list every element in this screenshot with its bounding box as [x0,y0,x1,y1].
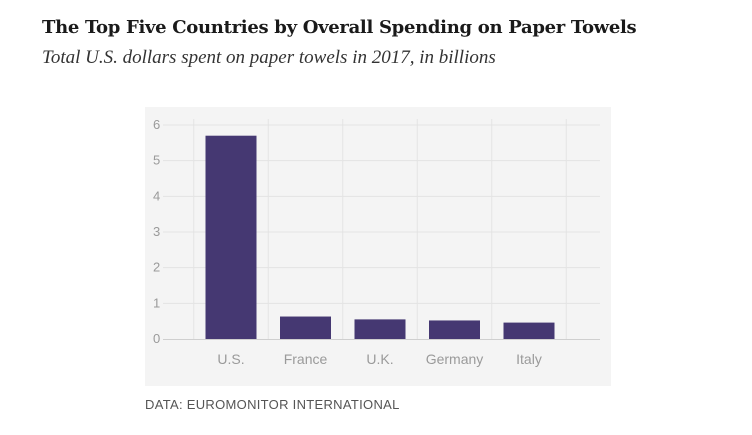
x-tick-label: France [284,351,328,367]
y-tick-label: 1 [153,295,160,310]
x-tick-label: Italy [516,351,542,367]
x-tick-label: Germany [426,351,484,367]
y-tick-label: 0 [153,331,160,346]
y-tick-label: 4 [153,188,160,203]
y-tick-label: 6 [153,117,160,132]
bar-italy [503,322,555,339]
x-tick-label: U.S. [217,351,244,367]
x-tick-label: U.K. [366,351,393,367]
chart-panel: 0 1 2 3 4 5 6 U.S. France U.K. Germany Italy [145,107,611,386]
chart-title: The Top Five Countries by Overall Spendi… [42,17,637,38]
bar-france [280,316,331,339]
y-tick-label: 5 [153,153,160,168]
y-tick-label: 3 [153,224,160,239]
bar-chart: 0 1 2 3 4 5 6 U.S. France U.K. Germany Italy [153,117,600,367]
y-tick-label: 2 [153,260,160,275]
chart-subtitle: Total U.S. dollars spent on paper towels… [42,47,496,68]
bar-uk [354,319,406,339]
bar-us [205,135,257,339]
data-source: DATA: EUROMONITOR INTERNATIONAL [145,397,400,412]
bar-germany [429,320,480,339]
